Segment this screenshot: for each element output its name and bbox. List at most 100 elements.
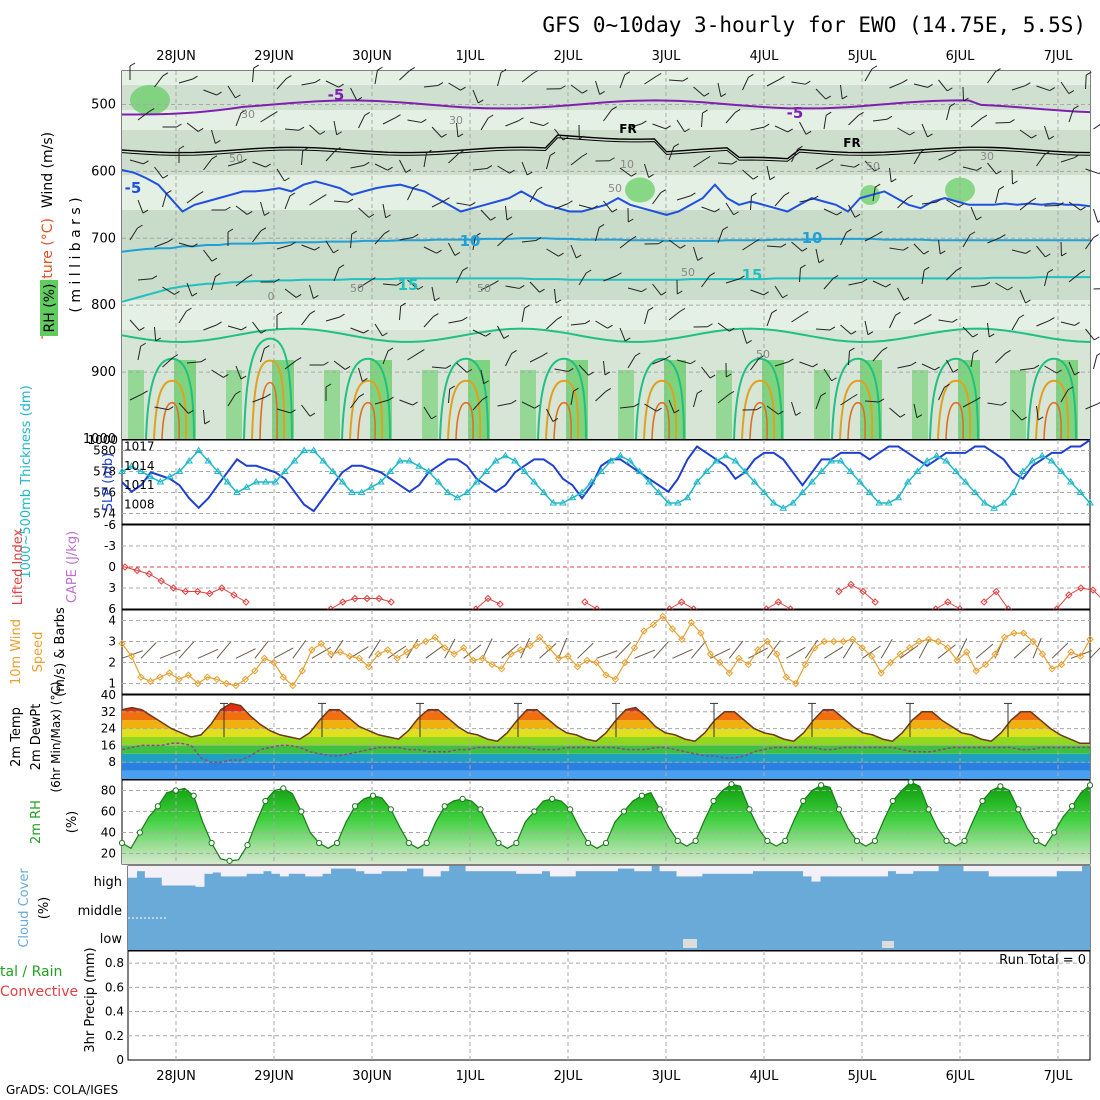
li-marker <box>835 587 843 596</box>
wind10-barb <box>975 643 994 659</box>
wind-barb <box>595 320 608 329</box>
ytick-label: 1000 <box>87 433 118 447</box>
cloud-high-gap <box>161 866 171 886</box>
wind-barb <box>301 313 311 326</box>
wind-barb <box>448 389 451 404</box>
wind-barb <box>627 287 642 293</box>
date-bottom-2jul: 2JUL <box>554 1069 584 1084</box>
rh-contour-label: 50 <box>866 160 880 173</box>
wind-barb <box>1093 124 1100 130</box>
isotherms <box>121 99 1091 440</box>
date-top-5jul: 5JUL <box>848 49 878 64</box>
rh-marker <box>567 806 574 813</box>
cloud-high-gap <box>769 866 779 872</box>
wind-barb <box>570 84 583 94</box>
wind-barb-flag <box>260 227 267 232</box>
ytick-label: 6 <box>108 602 116 616</box>
rh-column <box>324 370 340 439</box>
wind-barb-flag <box>192 75 198 80</box>
wind-barb-flag <box>377 66 383 71</box>
cloud-high-gap <box>744 866 753 874</box>
wind-barb-flag <box>949 102 956 107</box>
wind10-marker <box>592 658 601 667</box>
ylabel-wind10-2: Speed <box>31 632 46 673</box>
thickness-marker <box>693 478 701 485</box>
wind-barb-flag <box>338 83 344 88</box>
wind-barb <box>864 160 876 172</box>
isotherm-20-loop <box>635 357 685 440</box>
cloud-high-gap <box>904 866 914 874</box>
wind-barb-flag <box>151 275 158 280</box>
temp-band <box>122 770 1090 779</box>
wind-barb-flag <box>951 151 957 155</box>
rh-marker <box>692 837 699 845</box>
wind-barb <box>472 236 476 251</box>
wind10-marker <box>735 654 743 663</box>
wind10-marker <box>972 667 980 675</box>
cloud-high-gap <box>220 866 230 877</box>
wind-barb-flag <box>598 224 605 228</box>
wind-barb <box>546 319 558 330</box>
wind-barb-flag <box>364 111 370 116</box>
wind-barb <box>864 233 878 242</box>
thickness-marker <box>166 472 174 480</box>
wind-barb-flag <box>599 90 605 95</box>
wind-barb <box>374 399 389 405</box>
temp-band <box>122 737 1090 746</box>
thickness-marker <box>741 467 749 474</box>
rh-marker <box>674 837 681 845</box>
thickness-marker <box>223 478 232 485</box>
wind-barb <box>1036 320 1050 327</box>
wind-barb-flag <box>405 169 412 173</box>
cloud-high-gap <box>760 866 770 872</box>
rh-marker <box>208 839 215 847</box>
isotherm-20-loop <box>439 357 489 440</box>
cloud-high-gap <box>246 866 256 874</box>
cloud-high-gap <box>203 866 213 874</box>
wind-barb <box>913 83 928 88</box>
thickness-marker <box>769 499 778 506</box>
rh-marker <box>262 797 269 805</box>
wind10-marker <box>146 677 155 686</box>
wind-barb-flag <box>139 326 145 331</box>
wind10-marker <box>270 658 278 667</box>
cloud-high-gap <box>507 866 517 872</box>
wind-barb <box>644 403 657 412</box>
wind-barb <box>129 319 140 331</box>
cloud-high-gap <box>718 866 728 874</box>
wind-barb-flag <box>673 409 680 414</box>
wind-barb <box>897 364 912 369</box>
wind-barb <box>162 357 174 368</box>
wind-barb-flag <box>140 342 146 347</box>
date-top-29jun: 29JUN <box>254 49 294 64</box>
wind-barb-flag <box>246 210 253 215</box>
wind-barb <box>276 408 291 414</box>
ytick-label: -6 <box>104 518 116 532</box>
wind-barb <box>578 364 589 376</box>
wind-barb-flag <box>485 332 491 337</box>
wind-barb <box>325 240 334 254</box>
wind10-marker <box>1086 635 1094 644</box>
cloud-high-gap <box>836 866 846 877</box>
wind-barb-flag <box>630 235 637 240</box>
isotherm-20-loop <box>1027 357 1077 440</box>
wind-barb-flag <box>1031 134 1037 139</box>
ytick-label: -3 <box>104 539 116 553</box>
wind-barb-flag <box>627 218 634 223</box>
wind-barb <box>938 79 948 92</box>
wind10-barb <box>311 646 332 659</box>
li-marker <box>218 584 226 592</box>
li-line <box>124 566 247 603</box>
wind10-marker <box>1010 629 1018 637</box>
wind10-marker <box>716 658 724 667</box>
li-marker <box>871 598 879 606</box>
upper-yticks: 500 600 700 800 900 1000 <box>83 97 116 447</box>
wind10-marker <box>346 652 354 660</box>
rh2m-series <box>118 779 1094 864</box>
wind-barb <box>1060 157 1075 163</box>
wind-barb <box>897 127 910 136</box>
wind-barb <box>333 360 346 370</box>
wind-barb <box>137 346 142 361</box>
isotherm-label: -5 <box>328 86 345 104</box>
wind-barb <box>676 195 691 201</box>
